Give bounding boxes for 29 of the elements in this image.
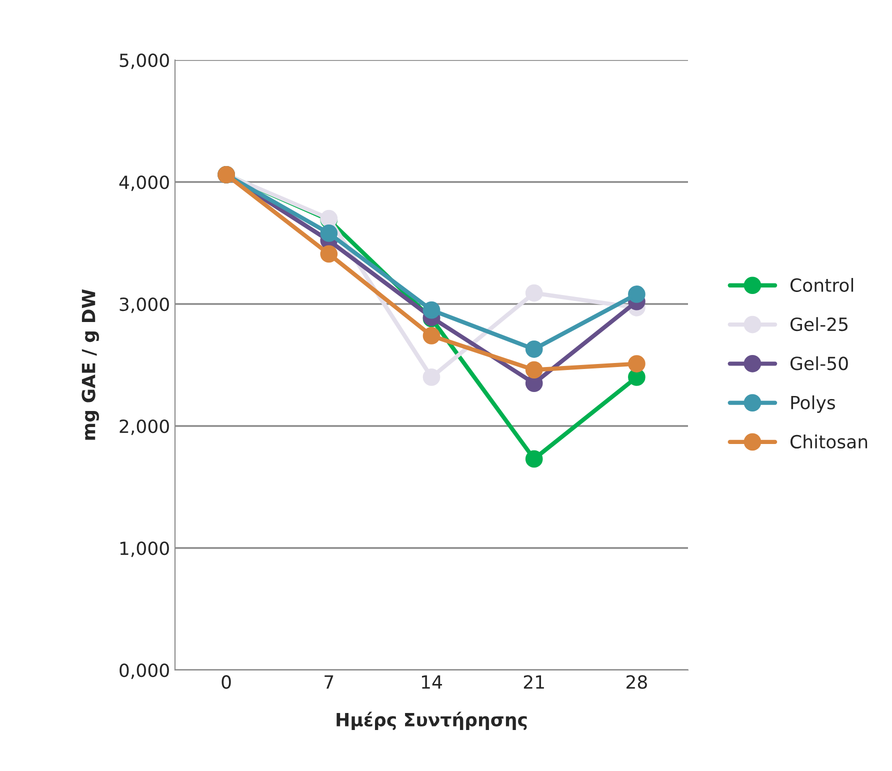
y-tick-label: 0,000 <box>120 663 169 679</box>
y-tick-label: 5,000 <box>120 53 169 69</box>
x-tick-label: 0 <box>222 675 231 689</box>
x-tick-label: 21 <box>524 675 544 689</box>
point <box>628 286 646 303</box>
point <box>525 450 543 468</box>
legend-label: Polys <box>791 395 835 413</box>
y-tick-label: 3,000 <box>120 297 169 313</box>
legend-label: Control <box>790 278 854 292</box>
y-tick-label: 2,000 <box>120 419 169 435</box>
point <box>422 368 440 386</box>
y-axis-title: mg GAE / g DW <box>82 289 100 440</box>
y-tick-label: 1,000 <box>120 541 169 557</box>
point <box>525 340 543 358</box>
legend-label: Gel-50 <box>790 356 848 370</box>
legend-label: Chitosan <box>790 434 868 449</box>
point <box>422 301 440 319</box>
point <box>525 361 543 379</box>
point <box>320 245 338 263</box>
x-tick-label: 7 <box>324 675 334 689</box>
x-tick-label: 14 <box>422 675 442 689</box>
point <box>422 327 440 344</box>
point <box>628 355 646 372</box>
point <box>320 224 338 242</box>
x-axis-title: Ημέρς Συντήρησης <box>336 712 527 730</box>
x-tick-label: 28 <box>626 675 647 689</box>
legend-label: Gel-25 <box>790 317 848 332</box>
point <box>525 284 543 302</box>
y-tick-label: 4,000 <box>119 175 169 191</box>
